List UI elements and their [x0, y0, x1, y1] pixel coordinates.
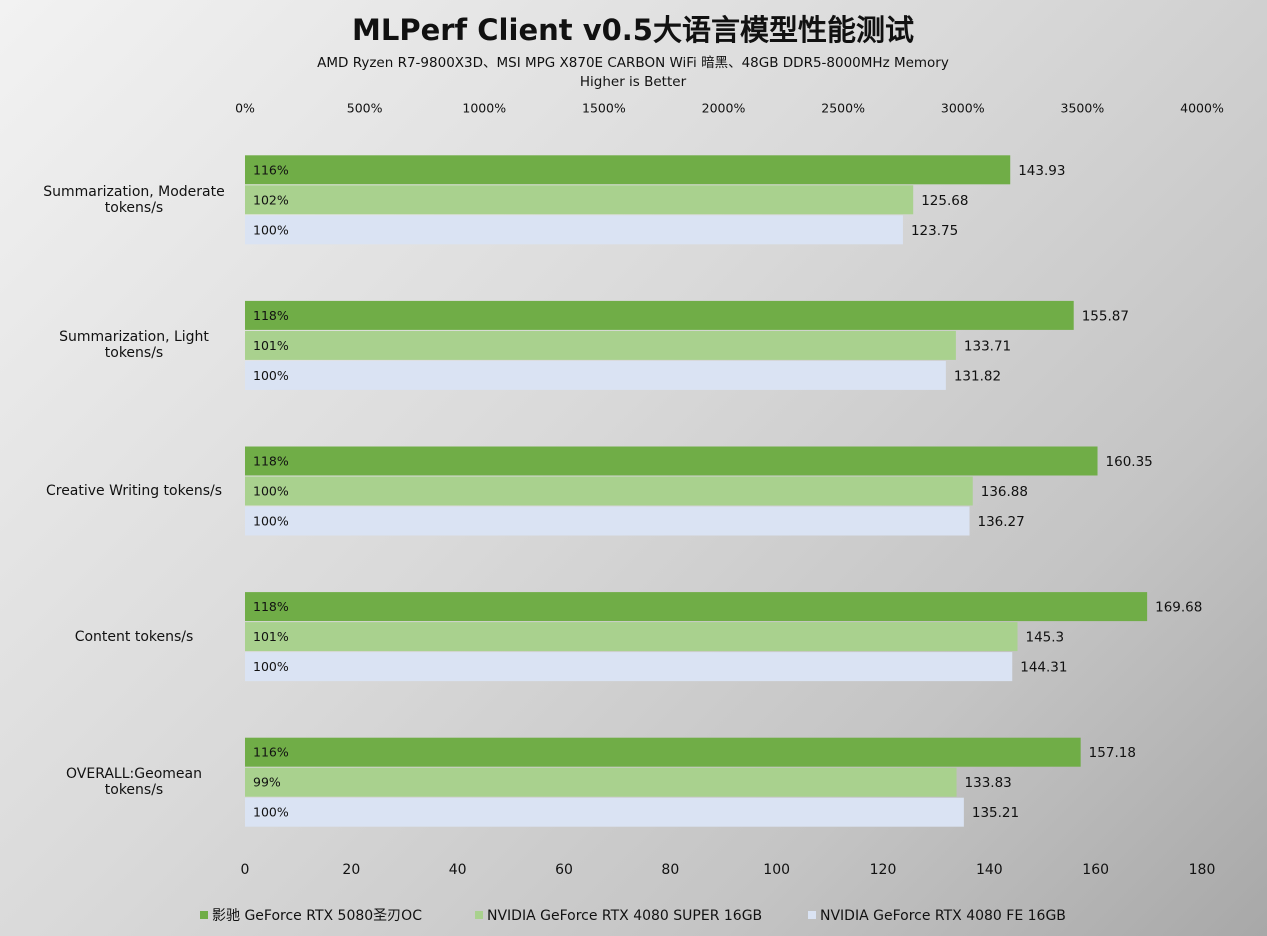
percent-label: 100%	[253, 514, 289, 529]
bar	[245, 767, 957, 797]
bar	[245, 446, 1098, 476]
legend-swatch	[475, 911, 483, 919]
value-label: 155.87	[1082, 308, 1129, 324]
x-tick-label: 120	[870, 862, 897, 878]
percent-label: 116%	[253, 745, 289, 760]
percent-label: 102%	[253, 192, 289, 207]
chart-note: Higher is Better	[580, 74, 687, 90]
x2-tick-label: 3500%	[1061, 101, 1105, 116]
percent-label: 100%	[253, 222, 289, 237]
value-label: 123.75	[911, 223, 958, 239]
value-label: 160.35	[1106, 454, 1153, 470]
chart-title: MLPerf Client v0.5大语言模型性能测试	[352, 13, 914, 47]
x2-tick-label: 2500%	[821, 101, 865, 116]
percent-label: 101%	[253, 629, 289, 644]
percent-label: 118%	[253, 454, 289, 469]
x2-tick-label: 1000%	[462, 101, 506, 116]
bar	[245, 330, 956, 360]
category-label: Summarization, Moderate tokens/s	[43, 183, 225, 216]
percent-label: 99%	[253, 775, 281, 790]
value-label: 125.68	[921, 193, 968, 209]
value-label: 169.68	[1155, 600, 1202, 616]
x2-tick-label: 500%	[347, 101, 383, 116]
x-tick-label: 160	[1082, 862, 1109, 878]
percent-label: 101%	[253, 338, 289, 353]
bar	[245, 476, 973, 506]
value-label: 133.71	[964, 338, 1011, 354]
category-label: OVERALL:Geomean tokens/s	[66, 766, 202, 799]
legend-swatch	[200, 911, 208, 919]
category-label: Content tokens/s	[74, 628, 194, 645]
bar	[245, 592, 1148, 622]
bar	[245, 652, 1013, 682]
legend-swatch	[808, 911, 816, 919]
x-tick-label: 80	[661, 862, 679, 878]
bar	[245, 155, 1011, 185]
x-tick-label: 60	[555, 862, 573, 878]
percent-label: 118%	[253, 308, 289, 323]
legend-label: NVIDIA GeForce RTX 4080 SUPER 16GB	[487, 908, 762, 924]
x-tick-label: 100	[763, 862, 790, 878]
percent-label: 100%	[253, 368, 289, 383]
x2-tick-label: 3000%	[941, 101, 985, 116]
x2-tick-label: 1500%	[582, 101, 626, 116]
x-tick-label: 180	[1189, 862, 1216, 878]
category-label: Summarization, Light tokens/s	[59, 329, 209, 362]
bar	[245, 622, 1018, 652]
bar	[245, 737, 1081, 767]
value-label: 136.27	[978, 514, 1025, 530]
percent-label: 118%	[253, 599, 289, 614]
value-label: 136.88	[981, 484, 1028, 500]
x-tick-label: 140	[976, 862, 1003, 878]
value-label: 144.31	[1020, 660, 1067, 676]
x2-tick-label: 2000%	[702, 101, 746, 116]
value-label: 133.83	[965, 775, 1012, 791]
value-label: 135.21	[972, 805, 1019, 821]
legend-label: 影驰 GeForce RTX 5080圣刃OC	[212, 908, 422, 924]
category-label: Creative Writing tokens/s	[45, 483, 223, 499]
bar	[245, 300, 1074, 330]
x-tick-label: 40	[449, 862, 467, 878]
x-tick-label: 0	[241, 862, 250, 878]
value-label: 157.18	[1089, 745, 1136, 761]
value-label: 131.82	[954, 368, 1001, 384]
x2-tick-label: 0%	[235, 101, 255, 116]
x-tick-label: 20	[342, 862, 360, 878]
x2-tick-label: 4000%	[1180, 101, 1224, 116]
bar	[245, 797, 964, 827]
percent-label: 100%	[253, 484, 289, 499]
percent-label: 100%	[253, 805, 289, 820]
percent-label: 100%	[253, 659, 289, 674]
value-label: 143.93	[1018, 163, 1065, 179]
percent-label: 116%	[253, 162, 289, 177]
bar	[245, 185, 914, 215]
bar	[245, 215, 903, 245]
chart-subtitle: AMD Ryzen R7-9800X3D、MSI MPG X870E CARBO…	[317, 55, 949, 71]
value-label: 145.3	[1026, 630, 1065, 646]
bar	[245, 360, 946, 390]
legend-label: NVIDIA GeForce RTX 4080 FE 16GB	[820, 908, 1066, 924]
bar	[245, 506, 970, 536]
